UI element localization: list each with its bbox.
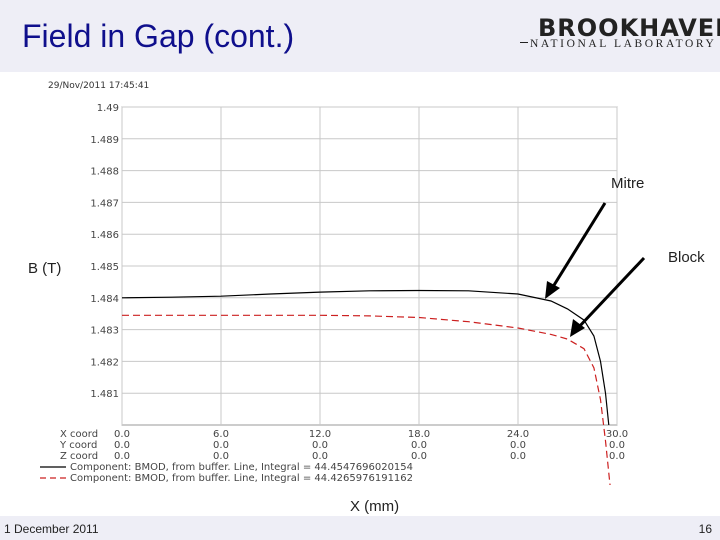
legend: Component: BMOD, from buffer. Line, Inte… [40, 462, 413, 484]
footer-date: 1 December 2011 [4, 522, 99, 536]
block-annotation: Block [668, 249, 705, 266]
coord-cell: 0.0 [114, 440, 130, 451]
coord-row-label: Y coord [59, 440, 97, 451]
y-tick-label: 1.483 [90, 326, 119, 337]
y-tick-label: 1.49 [97, 103, 119, 114]
mitre-annotation: Mitre [611, 175, 645, 192]
bnl-logo-subtitle: NATIONAL LABORATORY [530, 38, 717, 50]
y-tick-label: 1.486 [90, 230, 119, 241]
coord-cell: 6.0 [213, 429, 229, 440]
coord-cell: 0.0 [411, 440, 427, 451]
series-line-1 [121, 289, 610, 426]
coord-cell: 0.0 [510, 440, 526, 451]
field-plot: 29/Nov/2011 17:45:41 1.49 1.489 1.488 1.487… [40, 81, 646, 485]
y-tick-label: 1.489 [90, 135, 119, 146]
coord-cell: 24.0 [507, 429, 529, 440]
coord-table: X coord 0.0 6.0 12.0 18.0 24.0 30.0Y coord 0.0 0… [59, 429, 628, 462]
legend-entry: Component: BMOD, from buffer. Line, Inte… [70, 473, 413, 484]
coord-cell: 0.0 [312, 451, 328, 462]
coord-cell: 0.0 [213, 451, 229, 462]
mitre-arrow [545, 202, 607, 299]
series-lines [121, 289, 611, 485]
coord-cell: 0.0 [114, 451, 130, 462]
coord-cell: 0.0 [312, 440, 328, 451]
plot-timestamp: 29/Nov/2011 17:45:41 [48, 81, 149, 91]
logo-rule [520, 42, 528, 43]
coord-cell: 0.0 [411, 451, 427, 462]
x-axis-label: X (mm) [350, 498, 400, 515]
coord-row-label: Z coord [60, 451, 98, 462]
bnl-logo-wordmark: BROOKHAVEN [538, 14, 720, 42]
coord-cell: 0.0 [510, 451, 526, 462]
coord-row-label: X coord [60, 429, 98, 440]
series-line-2 [122, 314, 611, 485]
y-tick-labels: 1.49 1.489 1.488 1.487 1.486 1.485 1.484 1.483 1… [90, 103, 119, 400]
legend-entry: Component: BMOD, from buffer. Line, Inte… [70, 462, 413, 473]
slide-title: Field in Gap (cont.) [22, 18, 295, 54]
coord-cell: 12.0 [309, 429, 331, 440]
y-tick-label: 1.482 [90, 357, 119, 368]
slide-header: Field in Gap (cont.) BROOKHAVEN NATIONAL… [0, 0, 720, 72]
coord-cell: 30.0 [606, 429, 628, 440]
coord-cell: 0.0 [609, 451, 625, 462]
y-tick-label: 1.481 [90, 389, 119, 400]
coord-cell: 0.0 [213, 440, 229, 451]
y-tick-label: 1.488 [90, 167, 119, 178]
page-number: 16 [698, 522, 712, 536]
block-arrow [570, 256, 646, 337]
coord-cell: 0.0 [114, 429, 130, 440]
y-tick-label: 1.487 [90, 198, 119, 209]
coord-cell: 0.0 [609, 440, 625, 451]
y-tick-label: 1.484 [90, 294, 119, 305]
slide-footer: 1 December 2011 16 [0, 516, 720, 540]
y-axis-label: B (T) [28, 260, 62, 277]
gridlines-horizontal [122, 106, 617, 394]
y-tick-label: 1.485 [90, 262, 119, 273]
coord-cell: 18.0 [408, 429, 430, 440]
